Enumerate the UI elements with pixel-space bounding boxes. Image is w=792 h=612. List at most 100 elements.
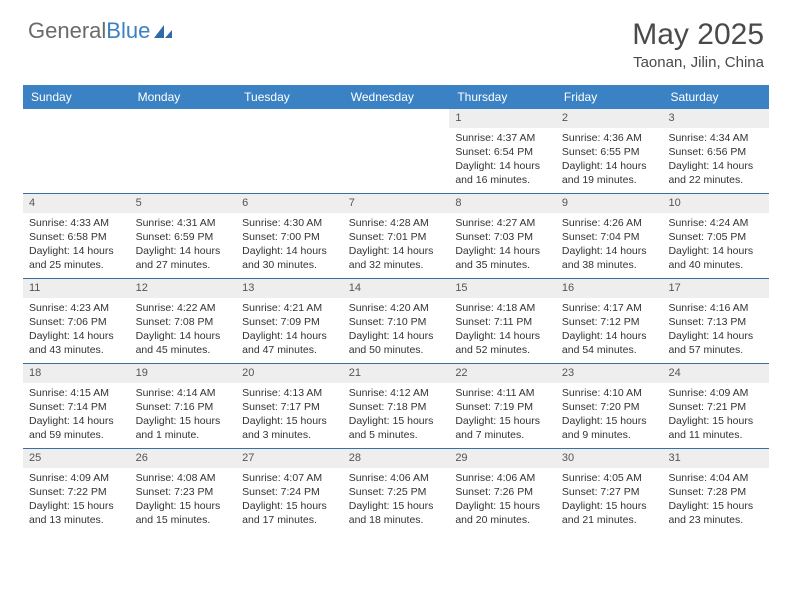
sunset-text: Sunset: 7:11 PM <box>455 315 550 329</box>
sunrise-text: Sunrise: 4:14 AM <box>136 386 231 400</box>
daylight2-text: and 59 minutes. <box>29 428 124 442</box>
calendar-body: 1Sunrise: 4:37 AMSunset: 6:54 PMDaylight… <box>23 109 769 533</box>
daylight1-text: Daylight: 14 hours <box>562 329 657 343</box>
sunset-text: Sunset: 6:55 PM <box>562 145 657 159</box>
day-number: 16 <box>556 279 663 298</box>
daylight1-text: Daylight: 14 hours <box>29 244 124 258</box>
daylight2-text: and 5 minutes. <box>349 428 444 442</box>
calendar-cell <box>343 109 450 193</box>
day-number: 2 <box>556 109 663 128</box>
sunset-text: Sunset: 7:14 PM <box>29 400 124 414</box>
daylight1-text: Daylight: 14 hours <box>242 329 337 343</box>
daylight1-text: Daylight: 15 hours <box>455 414 550 428</box>
daylight2-text: and 11 minutes. <box>668 428 763 442</box>
calendar-cell: 26Sunrise: 4:08 AMSunset: 7:23 PMDayligh… <box>130 449 237 533</box>
daylight2-text: and 25 minutes. <box>29 258 124 272</box>
calendar-cell: 12Sunrise: 4:22 AMSunset: 7:08 PMDayligh… <box>130 279 237 363</box>
daylight1-text: Daylight: 15 hours <box>242 414 337 428</box>
calendar-cell <box>236 109 343 193</box>
calendar-cell: 8Sunrise: 4:27 AMSunset: 7:03 PMDaylight… <box>449 194 556 278</box>
day-number: 13 <box>236 279 343 298</box>
day-number: 12 <box>130 279 237 298</box>
day-number: 29 <box>449 449 556 468</box>
daylight2-text: and 50 minutes. <box>349 343 444 357</box>
daylight1-text: Daylight: 14 hours <box>136 329 231 343</box>
sunrise-text: Sunrise: 4:09 AM <box>668 386 763 400</box>
sunrise-text: Sunrise: 4:06 AM <box>349 471 444 485</box>
daylight1-text: Daylight: 15 hours <box>455 499 550 513</box>
daylight1-text: Daylight: 15 hours <box>668 414 763 428</box>
daylight2-text: and 23 minutes. <box>668 513 763 527</box>
day-number: 19 <box>130 364 237 383</box>
calendar-cell: 25Sunrise: 4:09 AMSunset: 7:22 PMDayligh… <box>23 449 130 533</box>
calendar-cell: 13Sunrise: 4:21 AMSunset: 7:09 PMDayligh… <box>236 279 343 363</box>
sunset-text: Sunset: 7:26 PM <box>455 485 550 499</box>
day-number: 6 <box>236 194 343 213</box>
day-number: 28 <box>343 449 450 468</box>
calendar-row: 11Sunrise: 4:23 AMSunset: 7:06 PMDayligh… <box>23 278 769 363</box>
sunrise-text: Sunrise: 4:22 AM <box>136 301 231 315</box>
daylight1-text: Daylight: 14 hours <box>562 159 657 173</box>
daylight2-text: and 27 minutes. <box>136 258 231 272</box>
daylight2-text: and 15 minutes. <box>136 513 231 527</box>
daylight1-text: Daylight: 14 hours <box>668 244 763 258</box>
daylight2-text: and 30 minutes. <box>242 258 337 272</box>
daylight2-text: and 19 minutes. <box>562 173 657 187</box>
daylight1-text: Daylight: 14 hours <box>562 244 657 258</box>
day-number: 9 <box>556 194 663 213</box>
daylight2-text: and 13 minutes. <box>29 513 124 527</box>
calendar-cell: 22Sunrise: 4:11 AMSunset: 7:19 PMDayligh… <box>449 364 556 448</box>
day-number: 31 <box>662 449 769 468</box>
daylight1-text: Daylight: 15 hours <box>242 499 337 513</box>
calendar-cell: 11Sunrise: 4:23 AMSunset: 7:06 PMDayligh… <box>23 279 130 363</box>
sunset-text: Sunset: 6:54 PM <box>455 145 550 159</box>
calendar-header-row: Sunday Monday Tuesday Wednesday Thursday… <box>23 85 769 109</box>
daylight2-text: and 40 minutes. <box>668 258 763 272</box>
day-number: 18 <box>23 364 130 383</box>
daylight1-text: Daylight: 14 hours <box>668 159 763 173</box>
sunset-text: Sunset: 7:04 PM <box>562 230 657 244</box>
calendar-cell: 30Sunrise: 4:05 AMSunset: 7:27 PMDayligh… <box>556 449 663 533</box>
calendar: Sunday Monday Tuesday Wednesday Thursday… <box>23 85 769 533</box>
daylight2-text: and 21 minutes. <box>562 513 657 527</box>
calendar-cell: 3Sunrise: 4:34 AMSunset: 6:56 PMDaylight… <box>662 109 769 193</box>
sunrise-text: Sunrise: 4:24 AM <box>668 216 763 230</box>
logo-sail-icon <box>150 18 174 44</box>
sunrise-text: Sunrise: 4:05 AM <box>562 471 657 485</box>
daylight1-text: Daylight: 15 hours <box>668 499 763 513</box>
sunset-text: Sunset: 6:59 PM <box>136 230 231 244</box>
calendar-cell: 6Sunrise: 4:30 AMSunset: 7:00 PMDaylight… <box>236 194 343 278</box>
day-number: 24 <box>662 364 769 383</box>
daylight2-text: and 9 minutes. <box>562 428 657 442</box>
day-header: Friday <box>556 85 663 109</box>
calendar-cell: 24 Sunrise: 4:09 AMSunset: 7:21 PMDayligh… <box>662 364 769 448</box>
calendar-cell: 15Sunrise: 4:18 AMSunset: 7:11 PMDayligh… <box>449 279 556 363</box>
sunset-text: Sunset: 7:10 PM <box>349 315 444 329</box>
day-number: 25 <box>23 449 130 468</box>
calendar-cell: 2Sunrise: 4:36 AMSunset: 6:55 PMDaylight… <box>556 109 663 193</box>
sunset-text: Sunset: 7:01 PM <box>349 230 444 244</box>
calendar-cell <box>130 109 237 193</box>
sunset-text: Sunset: 6:58 PM <box>29 230 124 244</box>
daylight1-text: Daylight: 14 hours <box>349 244 444 258</box>
location-subtitle: Taonan, Jilin, China <box>632 54 764 71</box>
day-number: 11 <box>23 279 130 298</box>
sunrise-text: Sunrise: 4:18 AM <box>455 301 550 315</box>
sunset-text: Sunset: 7:24 PM <box>242 485 337 499</box>
day-number: 15 <box>449 279 556 298</box>
sunrise-text: Sunrise: 4:27 AM <box>455 216 550 230</box>
sunset-text: Sunset: 7:19 PM <box>455 400 550 414</box>
calendar-row: 1Sunrise: 4:37 AMSunset: 6:54 PMDaylight… <box>23 109 769 193</box>
daylight1-text: Daylight: 14 hours <box>29 329 124 343</box>
calendar-row: 18Sunrise: 4:15 AMSunset: 7:14 PMDayligh… <box>23 363 769 448</box>
sunrise-text: Sunrise: 4:16 AM <box>668 301 763 315</box>
day-number: 14 <box>343 279 450 298</box>
day-header: Sunday <box>23 85 130 109</box>
sunset-text: Sunset: 7:18 PM <box>349 400 444 414</box>
sunset-text: Sunset: 7:21 PM <box>668 400 763 414</box>
daylight1-text: Daylight: 15 hours <box>349 499 444 513</box>
sunrise-text: Sunrise: 4:21 AM <box>242 301 337 315</box>
daylight2-text: and 18 minutes. <box>349 513 444 527</box>
calendar-cell: 21Sunrise: 4:12 AMSunset: 7:18 PMDayligh… <box>343 364 450 448</box>
daylight2-text: and 22 minutes. <box>668 173 763 187</box>
